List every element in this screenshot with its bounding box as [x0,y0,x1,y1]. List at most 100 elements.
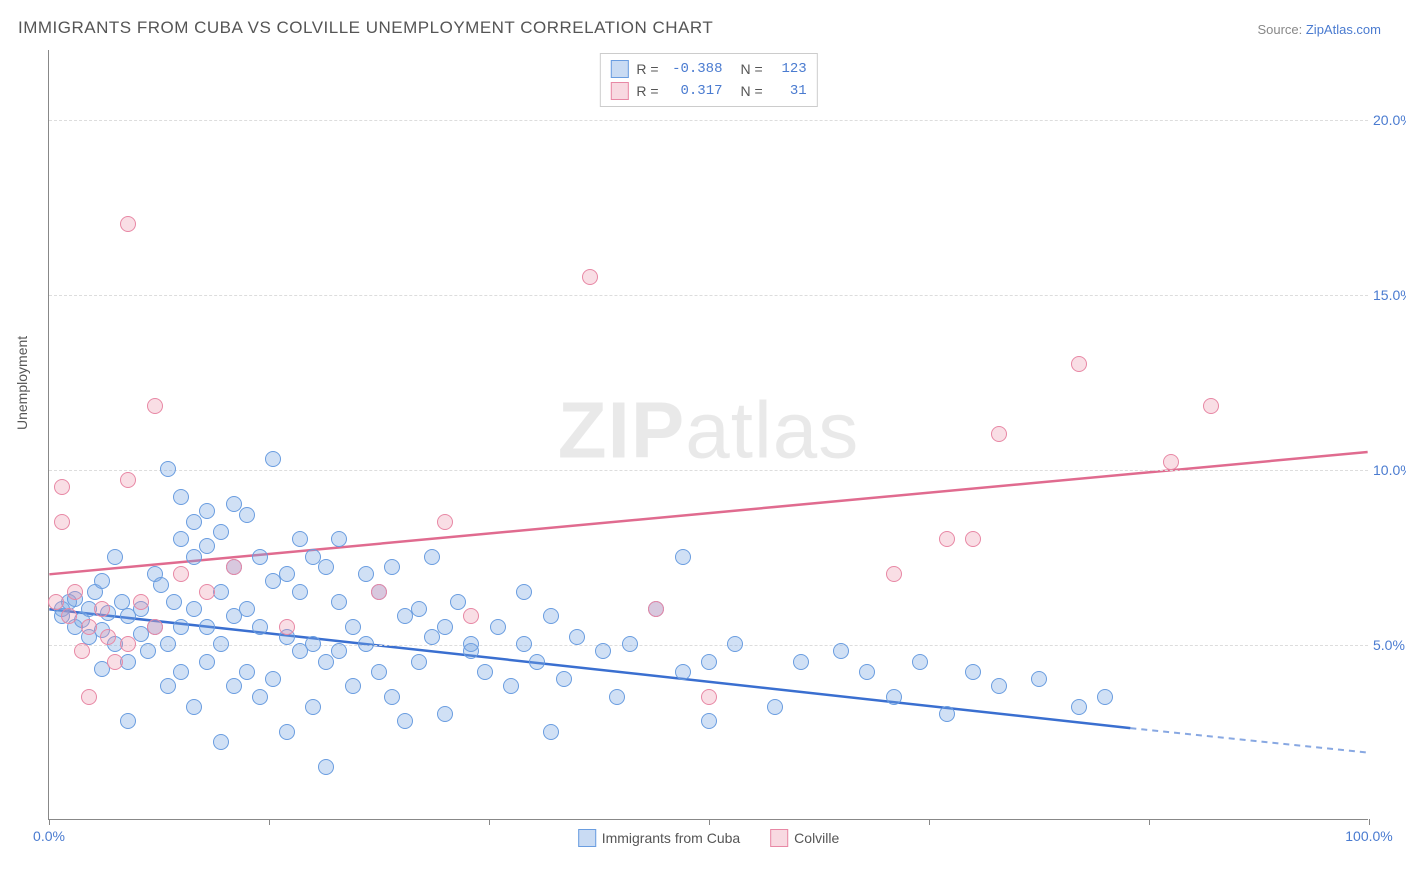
scatter-point-cuba [609,689,625,705]
scatter-point-cuba [397,713,413,729]
series-name-colville: Colville [794,830,839,846]
scatter-point-cuba [543,724,559,740]
scatter-point-cuba [252,549,268,565]
scatter-point-cuba [543,608,559,624]
ytick-label: 5.0% [1373,637,1406,653]
xtick-label: 100.0% [1345,828,1392,844]
scatter-point-colville [371,584,387,600]
scatter-point-cuba [437,706,453,722]
scatter-point-cuba [939,706,955,722]
scatter-point-cuba [173,619,189,635]
xtick-mark [929,819,930,825]
xtick-label: 0.0% [33,828,65,844]
r-label: R = [636,61,658,77]
scatter-point-cuba [186,549,202,565]
scatter-point-colville [226,559,242,575]
scatter-point-cuba [1031,671,1047,687]
n-value-colville: 31 [771,83,807,99]
scatter-point-cuba [886,689,902,705]
xtick-mark [49,819,50,825]
scatter-point-colville [582,269,598,285]
scatter-point-colville [199,584,215,600]
scatter-point-colville [67,584,83,600]
scatter-point-colville [147,619,163,635]
xtick-mark [1149,819,1150,825]
scatter-point-cuba [186,514,202,530]
xtick-mark [709,819,710,825]
scatter-point-cuba [279,566,295,582]
scatter-point-cuba [490,619,506,635]
scatter-point-colville [100,629,116,645]
trendline-dash-cuba [1130,728,1367,752]
scatter-point-cuba [265,671,281,687]
plot-area: ZIPatlas R = -0.388 N = 123 R = 0.317 N … [48,50,1368,820]
n-value-cuba: 123 [771,61,807,77]
scatter-point-cuba [556,671,572,687]
scatter-point-cuba [94,573,110,589]
scatter-point-colville [133,594,149,610]
scatter-point-colville [74,643,90,659]
scatter-point-cuba [345,619,361,635]
scatter-point-cuba [463,636,479,652]
scatter-point-colville [120,216,136,232]
swatch-colville [610,82,628,100]
series-name-cuba: Immigrants from Cuba [602,830,740,846]
scatter-point-cuba [675,549,691,565]
scatter-point-colville [939,531,955,547]
swatch-cuba [578,829,596,847]
scatter-point-cuba [160,636,176,652]
scatter-point-colville [463,608,479,624]
scatter-point-cuba [120,713,136,729]
scatter-point-colville [1203,398,1219,414]
legend-series: Immigrants from Cuba Colville [578,829,840,847]
scatter-point-colville [54,514,70,530]
gridline [49,295,1368,296]
scatter-point-cuba [503,678,519,694]
scatter-point-cuba [516,636,532,652]
scatter-point-colville [965,531,981,547]
legend-stats-row-cuba: R = -0.388 N = 123 [610,58,806,80]
scatter-point-colville [437,514,453,530]
scatter-point-cuba [331,594,347,610]
scatter-point-cuba [265,451,281,467]
scatter-point-cuba [292,584,308,600]
legend-item-colville: Colville [770,829,839,847]
legend-stats: R = -0.388 N = 123 R = 0.317 N = 31 [599,53,817,107]
scatter-point-cuba [569,629,585,645]
gridline [49,645,1368,646]
scatter-point-cuba [424,629,440,645]
scatter-point-cuba [186,699,202,715]
swatch-cuba [610,60,628,78]
scatter-point-cuba [1071,699,1087,715]
scatter-point-colville [107,654,123,670]
scatter-point-cuba [701,713,717,729]
scatter-point-cuba [166,594,182,610]
scatter-point-colville [648,601,664,617]
scatter-point-cuba [358,636,374,652]
scatter-point-colville [94,601,110,617]
scatter-point-cuba [173,489,189,505]
source-link[interactable]: ZipAtlas.com [1306,22,1381,37]
scatter-point-cuba [160,461,176,477]
scatter-point-cuba [140,643,156,659]
legend-stats-row-colville: R = 0.317 N = 31 [610,80,806,102]
scatter-point-cuba [1097,689,1113,705]
scatter-point-cuba [411,601,427,617]
scatter-point-cuba [833,643,849,659]
xtick-mark [489,819,490,825]
scatter-point-cuba [912,654,928,670]
scatter-point-cuba [331,643,347,659]
ytick-label: 15.0% [1373,287,1406,303]
scatter-point-cuba [226,678,242,694]
scatter-point-cuba [450,594,466,610]
gridline [49,470,1368,471]
scatter-point-colville [279,619,295,635]
scatter-point-cuba [358,566,374,582]
scatter-point-cuba [965,664,981,680]
watermark: ZIPatlas [558,384,859,476]
scatter-point-cuba [675,664,691,680]
scatter-point-cuba [529,654,545,670]
scatter-point-cuba [153,577,169,593]
legend-item-cuba: Immigrants from Cuba [578,829,740,847]
scatter-point-cuba [252,619,268,635]
